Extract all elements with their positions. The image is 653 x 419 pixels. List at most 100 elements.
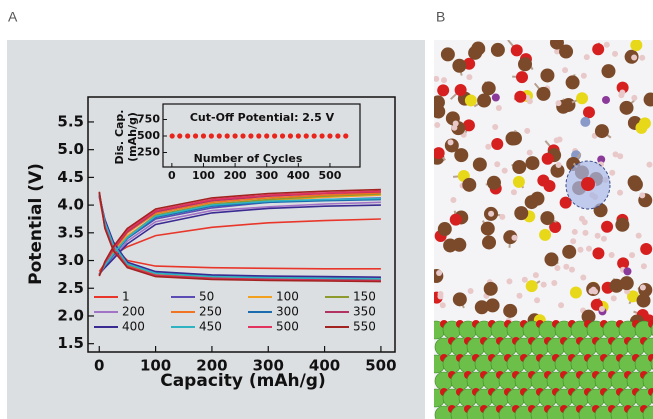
legend-label: 550: [353, 320, 376, 334]
atom: [617, 153, 624, 160]
inset-y-tick-label: 500: [137, 129, 160, 142]
atom: [481, 81, 496, 96]
atom: [617, 189, 624, 196]
y-tick-label: 1.5: [57, 334, 84, 352]
atom: [474, 300, 489, 315]
atom: [472, 157, 487, 172]
atom: [640, 263, 647, 270]
inset-point: [169, 133, 175, 139]
atom: [485, 298, 500, 313]
legend-label: 50: [199, 290, 214, 304]
atom: [534, 297, 541, 304]
inset-point: [295, 133, 301, 139]
inset-point: [327, 133, 333, 139]
atom: [565, 75, 580, 90]
atom: [597, 155, 606, 164]
atom: [517, 57, 532, 72]
molecular-snapshot: [434, 40, 653, 419]
atom: [490, 42, 505, 57]
atom: [434, 122, 441, 129]
atom: [467, 287, 474, 294]
atom: [524, 127, 531, 134]
inset-point: [224, 133, 230, 139]
x-tick-label: 400: [309, 357, 340, 375]
atom: [583, 54, 590, 61]
atom: [554, 265, 561, 272]
y-tick-label: 2.0: [57, 306, 84, 324]
atom: [506, 278, 513, 285]
atom: [439, 302, 446, 309]
panel-label: A: [8, 9, 18, 25]
legend-label: 150: [353, 290, 376, 304]
atom: [646, 161, 653, 168]
inset-y-tick-label: 750: [137, 113, 160, 126]
atom: [568, 266, 575, 273]
atom: [598, 306, 605, 313]
atom: [440, 47, 455, 62]
atom: [594, 232, 601, 239]
atom: [447, 139, 454, 146]
panel-a-background: [7, 40, 425, 419]
legend-label: 500: [276, 320, 299, 334]
atom: [452, 58, 467, 73]
y-axis-title: Potential (V): [26, 163, 46, 285]
atom: [562, 244, 577, 259]
atom: [494, 161, 501, 168]
atom: [626, 290, 639, 303]
atom: [501, 167, 508, 174]
inset-point: [240, 133, 246, 139]
atom: [452, 120, 459, 127]
atom: [609, 278, 624, 293]
atom: [631, 54, 638, 61]
atom: [601, 95, 610, 104]
atom: [601, 64, 616, 79]
atom: [581, 177, 595, 191]
atom: [468, 45, 483, 60]
atom: [580, 72, 587, 79]
atom: [631, 94, 638, 101]
inset-title: Cut-Off Potential: 2.5 V: [190, 111, 335, 124]
atom: [477, 93, 492, 108]
atom: [603, 41, 610, 48]
x-tick-label: 0: [94, 357, 104, 375]
legend-label: 250: [199, 305, 222, 319]
atom: [639, 192, 646, 199]
slab-atom: [642, 405, 653, 419]
inset-y-title: Dis. Cap.: [113, 109, 126, 164]
curve: [98, 204, 381, 275]
legend-label: 400: [122, 320, 145, 334]
atom: [544, 252, 559, 267]
y-tick-label: 3.5: [57, 223, 84, 241]
y-tick-label: 5.5: [57, 112, 84, 130]
atom: [615, 217, 630, 232]
atom: [608, 251, 615, 258]
atom: [495, 105, 502, 112]
x-tick-label: 100: [140, 357, 171, 375]
atom: [543, 179, 556, 192]
atom: [636, 293, 651, 308]
atom: [436, 270, 443, 277]
atom: [437, 222, 452, 237]
inset-point: [311, 133, 317, 139]
y-tick-label: 4.0: [57, 196, 84, 214]
atom: [434, 75, 440, 82]
atom: [571, 228, 578, 235]
atom: [627, 175, 642, 190]
atom: [514, 90, 527, 103]
inset-point: [272, 133, 278, 139]
atom: [452, 292, 467, 307]
atom: [554, 48, 561, 55]
atom: [512, 160, 527, 175]
atom: [580, 274, 587, 281]
atom: [592, 247, 605, 260]
atom: [491, 138, 504, 151]
legend-label: 1: [122, 290, 130, 304]
atom: [526, 149, 533, 156]
legend-label: 100: [276, 290, 299, 304]
atom: [526, 98, 533, 105]
atom: [492, 123, 499, 130]
atom: [609, 169, 616, 176]
inset-point: [303, 133, 309, 139]
atom: [588, 288, 595, 295]
inset-point: [192, 133, 199, 139]
